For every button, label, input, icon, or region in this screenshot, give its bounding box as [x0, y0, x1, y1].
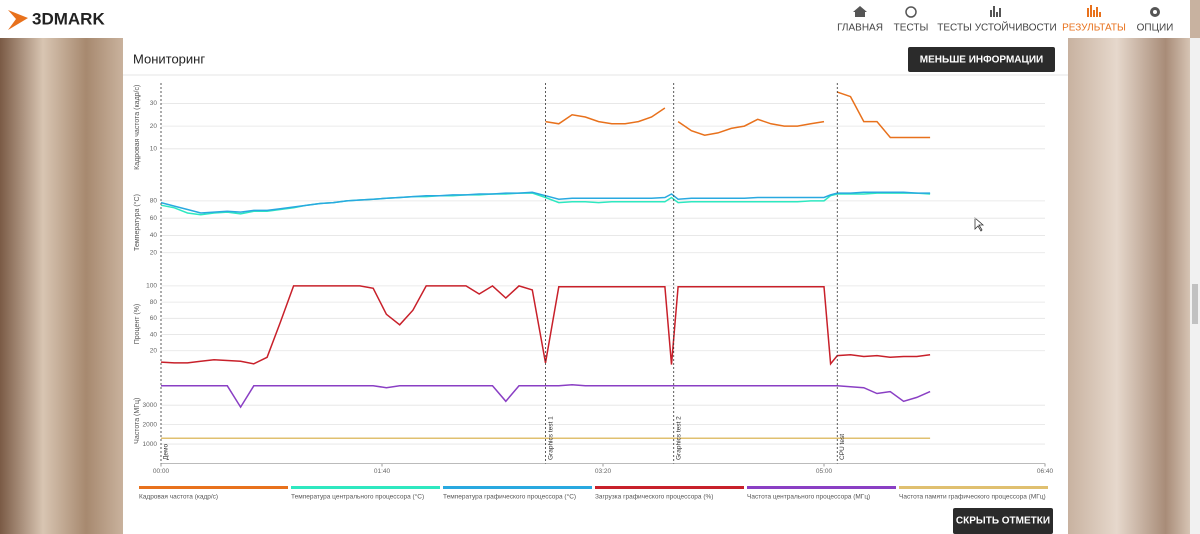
- y-tick-label: 20: [150, 249, 158, 256]
- series-line: [160, 191, 931, 214]
- scrollbar-thumb[interactable]: [1192, 284, 1198, 324]
- nav-item[interactable]: ГЛАВНАЯ: [837, 23, 883, 34]
- y-tick-label: 80: [150, 299, 158, 306]
- y-tick-label: 60: [150, 215, 158, 222]
- stress-icon: [990, 6, 1001, 17]
- y-tick-label: 40: [150, 331, 158, 338]
- options-icon-hole: [1153, 10, 1157, 14]
- series-line: [160, 284, 931, 366]
- legend-label: Температура центрального процессора (°C): [291, 493, 424, 501]
- toggle-button-label[interactable]: МЕНЬШЕ ИНФОРМАЦИИ: [920, 55, 1043, 66]
- legend-swatch: [899, 486, 1048, 489]
- y-tick-label: 30: [150, 100, 158, 107]
- tests-icon: [905, 6, 917, 18]
- y-axis-label: Процент (%): [134, 304, 141, 345]
- legend-swatch: [291, 486, 440, 489]
- x-tick-label: 05:00: [816, 468, 833, 475]
- series-line: [161, 384, 931, 409]
- y-tick-label: 20: [150, 123, 158, 130]
- y-tick-label: 1000: [143, 441, 158, 448]
- legend-swatch: [139, 486, 288, 489]
- y-tick-label: 20: [150, 347, 158, 354]
- series-line: [545, 91, 931, 139]
- logo[interactable]: 3DMARK: [32, 9, 105, 28]
- y-tick-label: 2000: [143, 421, 158, 428]
- top-bar: [0, 0, 1190, 38]
- x-tick-label: 03:20: [595, 468, 612, 475]
- nav-item-active[interactable]: РЕЗУЛЬТАТЫ: [1062, 23, 1126, 34]
- legend-label: Частота памяти графического процессора (…: [899, 494, 1046, 501]
- toggle-button[interactable]: [908, 47, 1055, 72]
- x-tick-label: 01:40: [374, 468, 391, 475]
- y-tick-label: 3000: [143, 402, 158, 409]
- test-marker-label: Graphics test 2: [675, 416, 682, 460]
- series-line: [160, 192, 931, 216]
- logo-icon: [8, 10, 28, 30]
- test-marker-label: Graphics test 1: [547, 416, 554, 460]
- y-tick-label: 10: [150, 146, 158, 153]
- nav-item[interactable]: ТЕСТЫ: [894, 23, 929, 34]
- legend-swatch: [595, 486, 744, 489]
- legend-label: Загрузка графического процессора (%): [595, 494, 713, 501]
- panel-title: Мониторинг: [133, 51, 205, 66]
- legend-swatch: [443, 486, 592, 489]
- x-tick-label: 06:40: [1037, 468, 1054, 475]
- mouse-cursor: [974, 217, 985, 232]
- nav-item[interactable]: ОПЦИИ: [1137, 23, 1174, 34]
- y-axis-label: Температура (°C): [133, 194, 141, 251]
- legend-label: Температура графического процессора (°C): [443, 493, 576, 501]
- background-right: [1068, 38, 1190, 534]
- test-marker-label: CPU test: [839, 434, 846, 460]
- y-tick-label: 80: [150, 198, 158, 205]
- hide-button-label[interactable]: СКРЫТЬ ОТМЕТКИ: [956, 516, 1050, 527]
- hide-button[interactable]: [953, 508, 1053, 534]
- y-axis-label: Кадровая частота (кадр/с): [134, 85, 141, 170]
- test-marker-label: Демо: [163, 444, 170, 460]
- home-icon: [853, 6, 867, 17]
- y-axis-label: Частота (МГц): [134, 398, 141, 444]
- y-tick-label: 60: [150, 315, 158, 322]
- nav-item[interactable]: ТЕСТЫ УСТОЙЧИВОСТИ: [937, 21, 1056, 34]
- legend-label: Частота центрального процессора (МГц): [747, 494, 870, 501]
- legend-swatch: [747, 486, 896, 489]
- x-tick-label: 00:00: [153, 468, 170, 475]
- y-tick-label: 40: [150, 232, 158, 239]
- y-tick-label: 100: [146, 283, 157, 290]
- legend-label: Кадровая частота (кадр/с): [139, 494, 218, 501]
- results-icon: [1087, 5, 1101, 17]
- background-left: [0, 38, 123, 534]
